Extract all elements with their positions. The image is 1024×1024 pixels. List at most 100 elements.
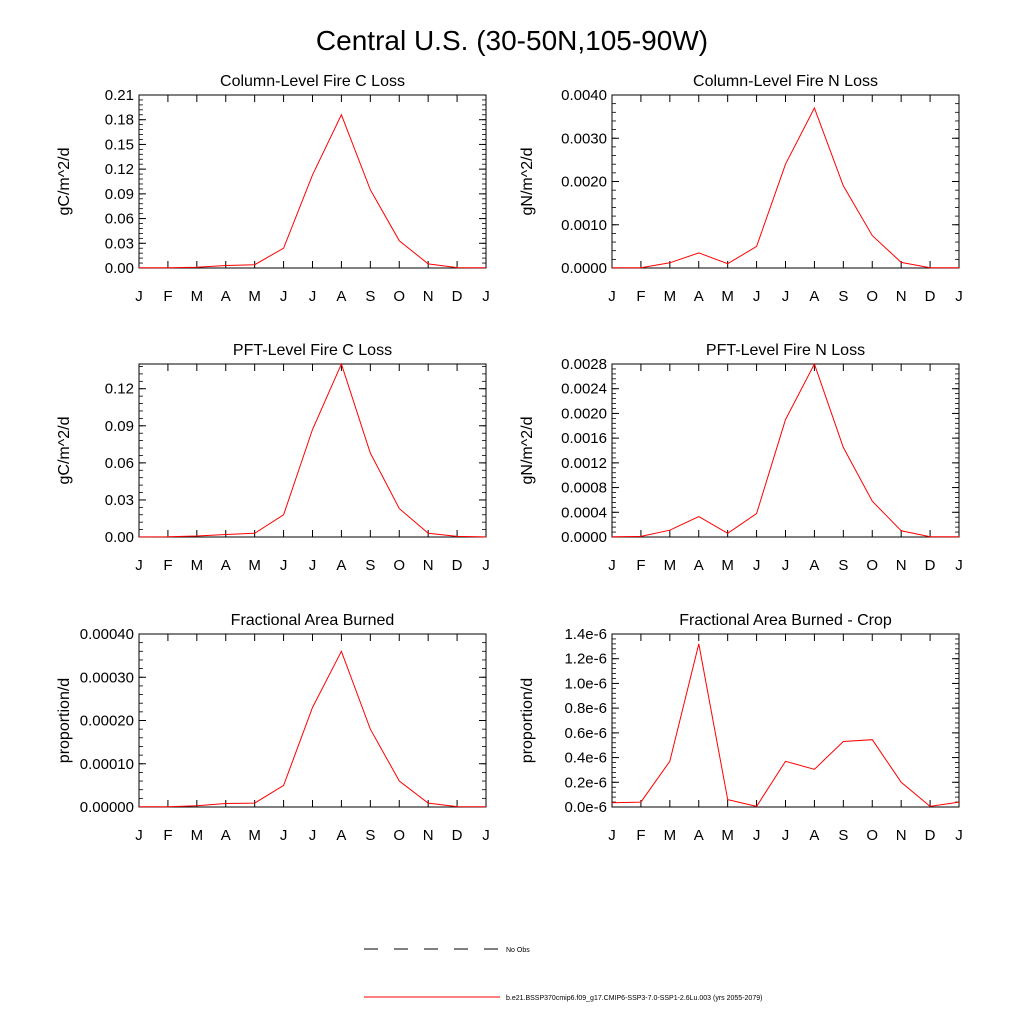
plot-frame <box>138 633 487 808</box>
x-tick-label: O <box>393 827 405 844</box>
x-tick-label: D <box>452 827 463 844</box>
x-tick-label: S <box>838 557 848 574</box>
y-tick-label: 0.00040 <box>80 626 134 643</box>
x-tick-label: J <box>135 557 143 574</box>
y-tick-label: 0.6e-6 <box>564 725 607 742</box>
y-axis-label: proportion/d <box>519 678 536 763</box>
y-tick-label: 1.4e-6 <box>564 626 607 643</box>
y-tick-label: 0.06 <box>105 211 134 228</box>
x-tick-label: J <box>135 288 143 305</box>
plot-frame <box>611 633 960 808</box>
y-tick-label: 0.0024 <box>561 381 607 398</box>
y-tick-label: 0.0000 <box>561 529 607 546</box>
x-tick-label: M <box>664 288 677 305</box>
x-tick-label: J <box>782 288 790 305</box>
x-tick-label: N <box>423 827 434 844</box>
y-tick-label: 0.09 <box>105 186 134 203</box>
panel-title: PFT-Level Fire N Loss <box>706 342 865 359</box>
x-tick-label: M <box>248 827 261 844</box>
y-tick-label: 0.00000 <box>80 799 134 816</box>
panel-title: Column-Level Fire C Loss <box>220 73 405 90</box>
x-tick-label: F <box>636 827 645 844</box>
x-tick-label: J <box>482 557 490 574</box>
x-tick-label: J <box>753 288 761 305</box>
x-tick-label: N <box>896 288 907 305</box>
y-tick-label: 0.03 <box>105 492 134 509</box>
x-tick-label: N <box>423 288 434 305</box>
x-tick-label: M <box>191 827 204 844</box>
x-tick-label: J <box>309 557 317 574</box>
y-tick-label: 0.0028 <box>561 356 607 373</box>
x-tick-label: J <box>608 288 616 305</box>
y-tick-label: 0.0030 <box>561 130 607 147</box>
x-tick-label: J <box>280 827 288 844</box>
x-tick-label: M <box>721 827 734 844</box>
series-line <box>611 362 959 538</box>
y-tick-label: 1.2e-6 <box>564 651 607 668</box>
legend: No Obs b.e21.BSSP370cmip6.f09_g17.CMIP6-S… <box>364 947 762 1002</box>
x-tick-label: J <box>753 557 761 574</box>
x-tick-label: F <box>163 557 172 574</box>
x-tick-label: N <box>423 557 434 574</box>
x-tick-label: J <box>280 288 288 305</box>
x-tick-label: D <box>925 557 936 574</box>
y-tick-label: 0.12 <box>105 161 134 178</box>
x-tick-label: J <box>309 288 317 305</box>
x-tick-label: J <box>482 288 490 305</box>
series-line <box>138 362 487 538</box>
x-tick-label: F <box>636 557 645 574</box>
x-tick-label: S <box>365 288 375 305</box>
legend-label: b.e21.BSSP370cmip6.f09_g17.CMIP6-SSP3-7.… <box>506 995 762 1002</box>
x-tick-label: F <box>636 288 645 305</box>
x-tick-label: M <box>191 557 204 574</box>
y-axis-label: proportion/d <box>56 678 73 763</box>
panel-title: Fractional Area Burned - Crop <box>679 612 892 629</box>
y-axis-label: gC/m^2/d <box>56 148 73 216</box>
y-tick-label: 0.0000 <box>561 260 607 277</box>
y-axis-label: gN/m^2/d <box>519 417 536 485</box>
plot-frame <box>611 94 960 269</box>
y-axis-label: gC/m^2/d <box>56 417 73 485</box>
x-tick-label: S <box>838 827 848 844</box>
y-tick-label: 0.8e-6 <box>564 700 607 717</box>
y-tick-label: 0.12 <box>105 381 134 398</box>
panel-title: Fractional Area Burned <box>231 612 395 629</box>
x-tick-label: J <box>955 557 963 574</box>
x-tick-label: J <box>608 557 616 574</box>
x-tick-label: A <box>221 288 231 305</box>
y-tick-label: 0.00 <box>105 260 134 277</box>
x-tick-label: D <box>452 288 463 305</box>
y-tick-label: 0.00020 <box>80 713 134 730</box>
x-tick-label: N <box>896 557 907 574</box>
y-tick-label: 0.00010 <box>80 756 134 773</box>
x-tick-label: S <box>365 557 375 574</box>
x-tick-label: S <box>838 288 848 305</box>
plot-frame <box>138 94 487 269</box>
y-tick-label: 0.0012 <box>561 455 607 472</box>
panel-title: Column-Level Fire N Loss <box>693 73 878 90</box>
x-tick-label: M <box>664 557 677 574</box>
x-tick-label: J <box>955 827 963 844</box>
x-tick-label: M <box>664 827 677 844</box>
x-tick-label: N <box>896 827 907 844</box>
y-axis-label: gN/m^2/d <box>519 148 536 216</box>
y-tick-label: 0.0008 <box>561 480 607 497</box>
series-line <box>612 106 959 269</box>
x-tick-label: M <box>191 288 204 305</box>
figure-title: Central U.S. (30-50N,105-90W) <box>316 25 708 56</box>
y-tick-label: 0.0040 <box>561 87 607 104</box>
x-tick-label: J <box>135 827 143 844</box>
y-tick-label: 0.0020 <box>561 405 607 422</box>
x-tick-label: M <box>721 557 734 574</box>
x-tick-label: O <box>393 557 405 574</box>
y-tick-label: 0.15 <box>105 136 134 153</box>
y-tick-label: 0.0e-6 <box>564 799 607 816</box>
y-tick-label: 0.21 <box>105 87 134 104</box>
legend-label: No Obs <box>506 947 530 954</box>
x-tick-label: A <box>809 827 819 844</box>
y-tick-label: 0.00 <box>105 529 134 546</box>
